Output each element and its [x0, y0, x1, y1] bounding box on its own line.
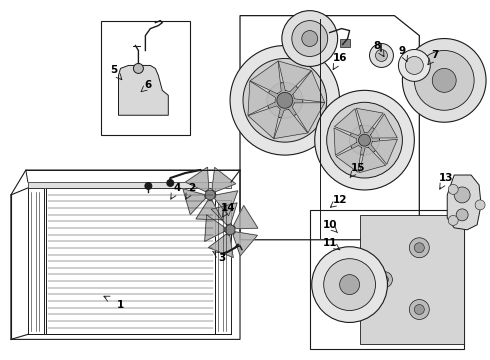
Polygon shape	[234, 206, 258, 229]
Polygon shape	[292, 103, 324, 133]
Polygon shape	[356, 108, 383, 133]
Text: 2: 2	[189, 183, 196, 193]
Polygon shape	[212, 167, 236, 192]
Circle shape	[432, 68, 456, 92]
Circle shape	[302, 31, 318, 46]
Circle shape	[475, 200, 485, 210]
Polygon shape	[119, 66, 168, 115]
Polygon shape	[215, 191, 238, 216]
Text: 3: 3	[219, 253, 226, 263]
Polygon shape	[335, 109, 361, 135]
Circle shape	[340, 275, 360, 294]
Polygon shape	[205, 215, 224, 242]
Circle shape	[277, 92, 293, 108]
Polygon shape	[248, 81, 275, 115]
Bar	[340, 39, 349, 46]
Text: 11: 11	[322, 238, 337, 248]
Text: 5: 5	[110, 66, 117, 76]
Circle shape	[415, 243, 424, 253]
Circle shape	[292, 21, 328, 57]
Polygon shape	[360, 215, 464, 345]
Polygon shape	[185, 167, 209, 192]
Circle shape	[448, 184, 458, 194]
Bar	[310, 210, 464, 349]
Polygon shape	[447, 175, 481, 230]
Text: 14: 14	[221, 203, 235, 213]
Circle shape	[369, 44, 393, 67]
Polygon shape	[250, 61, 281, 94]
Circle shape	[409, 238, 429, 258]
Circle shape	[205, 190, 215, 200]
Circle shape	[166, 179, 174, 187]
Text: 6: 6	[145, 80, 152, 90]
Polygon shape	[278, 61, 311, 92]
Circle shape	[415, 305, 424, 315]
Polygon shape	[371, 139, 397, 165]
Circle shape	[409, 300, 429, 319]
Text: 13: 13	[439, 173, 453, 183]
Circle shape	[267, 82, 303, 118]
Circle shape	[327, 102, 402, 178]
Text: 7: 7	[432, 50, 439, 60]
Polygon shape	[360, 147, 386, 173]
Text: 10: 10	[322, 220, 337, 230]
Circle shape	[349, 125, 379, 155]
Circle shape	[145, 182, 152, 190]
Text: 16: 16	[332, 54, 347, 63]
Circle shape	[405, 57, 423, 75]
Circle shape	[398, 50, 430, 81]
Bar	[100, 21, 190, 135]
Text: 12: 12	[332, 195, 347, 205]
Circle shape	[380, 276, 389, 284]
Polygon shape	[209, 234, 233, 257]
Circle shape	[312, 247, 388, 323]
Text: 9: 9	[399, 45, 406, 55]
Text: 8: 8	[374, 41, 381, 50]
Polygon shape	[248, 106, 280, 139]
Polygon shape	[211, 203, 237, 225]
Bar	[215, 200, 231, 334]
Circle shape	[456, 209, 468, 221]
Circle shape	[225, 225, 235, 235]
Circle shape	[375, 50, 388, 62]
Polygon shape	[336, 145, 362, 172]
Bar	[28, 188, 44, 334]
Circle shape	[448, 215, 458, 225]
Circle shape	[133, 63, 144, 73]
Polygon shape	[196, 201, 222, 220]
Circle shape	[230, 45, 340, 155]
Circle shape	[454, 187, 470, 203]
Polygon shape	[370, 114, 397, 138]
Polygon shape	[274, 109, 308, 139]
Polygon shape	[233, 232, 257, 256]
Polygon shape	[293, 71, 325, 102]
Bar	[46, 188, 215, 334]
Circle shape	[282, 11, 338, 67]
Polygon shape	[334, 128, 357, 155]
Circle shape	[415, 50, 474, 110]
Circle shape	[359, 134, 370, 146]
Circle shape	[243, 58, 327, 142]
Circle shape	[315, 90, 415, 190]
Text: 4: 4	[173, 183, 181, 193]
Circle shape	[376, 272, 392, 288]
Bar	[28, 182, 231, 188]
Text: 15: 15	[350, 163, 365, 173]
Circle shape	[402, 39, 486, 122]
Polygon shape	[183, 189, 205, 215]
Circle shape	[324, 259, 375, 310]
Text: 1: 1	[117, 300, 124, 310]
